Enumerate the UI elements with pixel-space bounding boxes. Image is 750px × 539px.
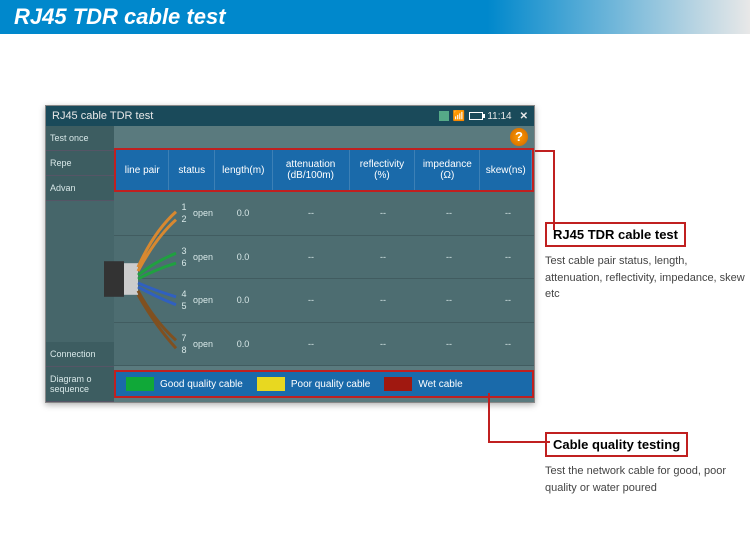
- cell: open: [192, 208, 214, 218]
- cell: --: [482, 252, 534, 262]
- cell: --: [482, 208, 534, 218]
- cell: --: [416, 295, 482, 305]
- cell: --: [272, 208, 350, 218]
- cell: 0.0: [214, 252, 272, 262]
- cell: --: [350, 252, 416, 262]
- table-header: line pairstatuslength(m)attenuation (dB/…: [114, 148, 534, 192]
- callout-line: [553, 150, 555, 230]
- sidebar-item-test-once[interactable]: Test once: [46, 126, 114, 151]
- window-title: RJ45 cable TDR test: [52, 110, 153, 122]
- cell: open: [192, 252, 214, 262]
- cell: --: [350, 295, 416, 305]
- cell: --: [272, 252, 350, 262]
- legend-label: Poor quality cable: [291, 379, 371, 390]
- cell: --: [272, 295, 350, 305]
- cell: --: [416, 208, 482, 218]
- help-icon[interactable]: ?: [510, 128, 528, 146]
- callout-desc: Test the network cable for good, poor qu…: [545, 463, 745, 496]
- page-title: RJ45 TDR cable test: [0, 0, 750, 34]
- column-header: status: [169, 150, 215, 190]
- callout-desc: Test cable pair status, length, attenuat…: [545, 253, 745, 303]
- column-header: impedance (Ω): [415, 150, 480, 190]
- legend-item: Poor quality cable: [257, 377, 371, 391]
- main-panel: ? line pairstatuslength(m)attenuation (d…: [114, 126, 534, 402]
- cell: --: [416, 252, 482, 262]
- legend-swatch: [126, 377, 154, 391]
- cell: --: [482, 295, 534, 305]
- callout-tdr: RJ45 TDR cable test Test cable pair stat…: [545, 222, 745, 303]
- column-header: line pair: [116, 150, 169, 190]
- legend-label: Good quality cable: [160, 379, 243, 390]
- sidebar-item-repeat[interactable]: Repe: [46, 151, 114, 176]
- cell: 0.0: [214, 339, 272, 349]
- status-area: 📶 11:14 ✕: [439, 111, 528, 122]
- callout-line: [488, 441, 550, 443]
- cell: --: [416, 339, 482, 349]
- callout-quality: Cable quality testing Test the network c…: [545, 432, 745, 496]
- column-header: skew(ns): [480, 150, 532, 190]
- legend-swatch: [257, 377, 285, 391]
- callout-title: RJ45 TDR cable test: [545, 222, 686, 247]
- cell: 0.0: [214, 295, 272, 305]
- clock: 11:14: [487, 111, 511, 122]
- cell: open: [192, 295, 214, 305]
- callout-title: Cable quality testing: [545, 432, 688, 457]
- column-header: length(m): [215, 150, 272, 190]
- column-header: reflectivity (%): [350, 150, 415, 190]
- cell: --: [350, 339, 416, 349]
- cell: --: [482, 339, 534, 349]
- app-window: RJ45 cable TDR test 📶 11:14 ✕ Test once …: [45, 105, 535, 403]
- legend-swatch: [384, 377, 412, 391]
- cable-illustration: [104, 192, 184, 366]
- close-icon[interactable]: ✕: [520, 111, 528, 122]
- cell: open: [192, 339, 214, 349]
- battery-icon: [469, 112, 483, 120]
- signal-icon: 📶: [453, 111, 465, 122]
- sidebar-item-diagram[interactable]: Diagram o sequence: [46, 367, 114, 402]
- legend-bar: Good quality cable Poor quality cable Wet …: [114, 370, 534, 398]
- cell: 0.0: [214, 208, 272, 218]
- legend-label: Wet cable: [418, 379, 462, 390]
- titlebar: RJ45 cable TDR test 📶 11:14 ✕: [46, 106, 534, 126]
- cell: --: [272, 339, 350, 349]
- cell: --: [350, 208, 416, 218]
- column-header: attenuation (dB/100m): [273, 150, 350, 190]
- status-icon: [439, 111, 449, 121]
- legend-item: Wet cable: [384, 377, 462, 391]
- callout-line: [488, 393, 490, 443]
- callout-line: [535, 150, 555, 152]
- legend-item: Good quality cable: [126, 377, 243, 391]
